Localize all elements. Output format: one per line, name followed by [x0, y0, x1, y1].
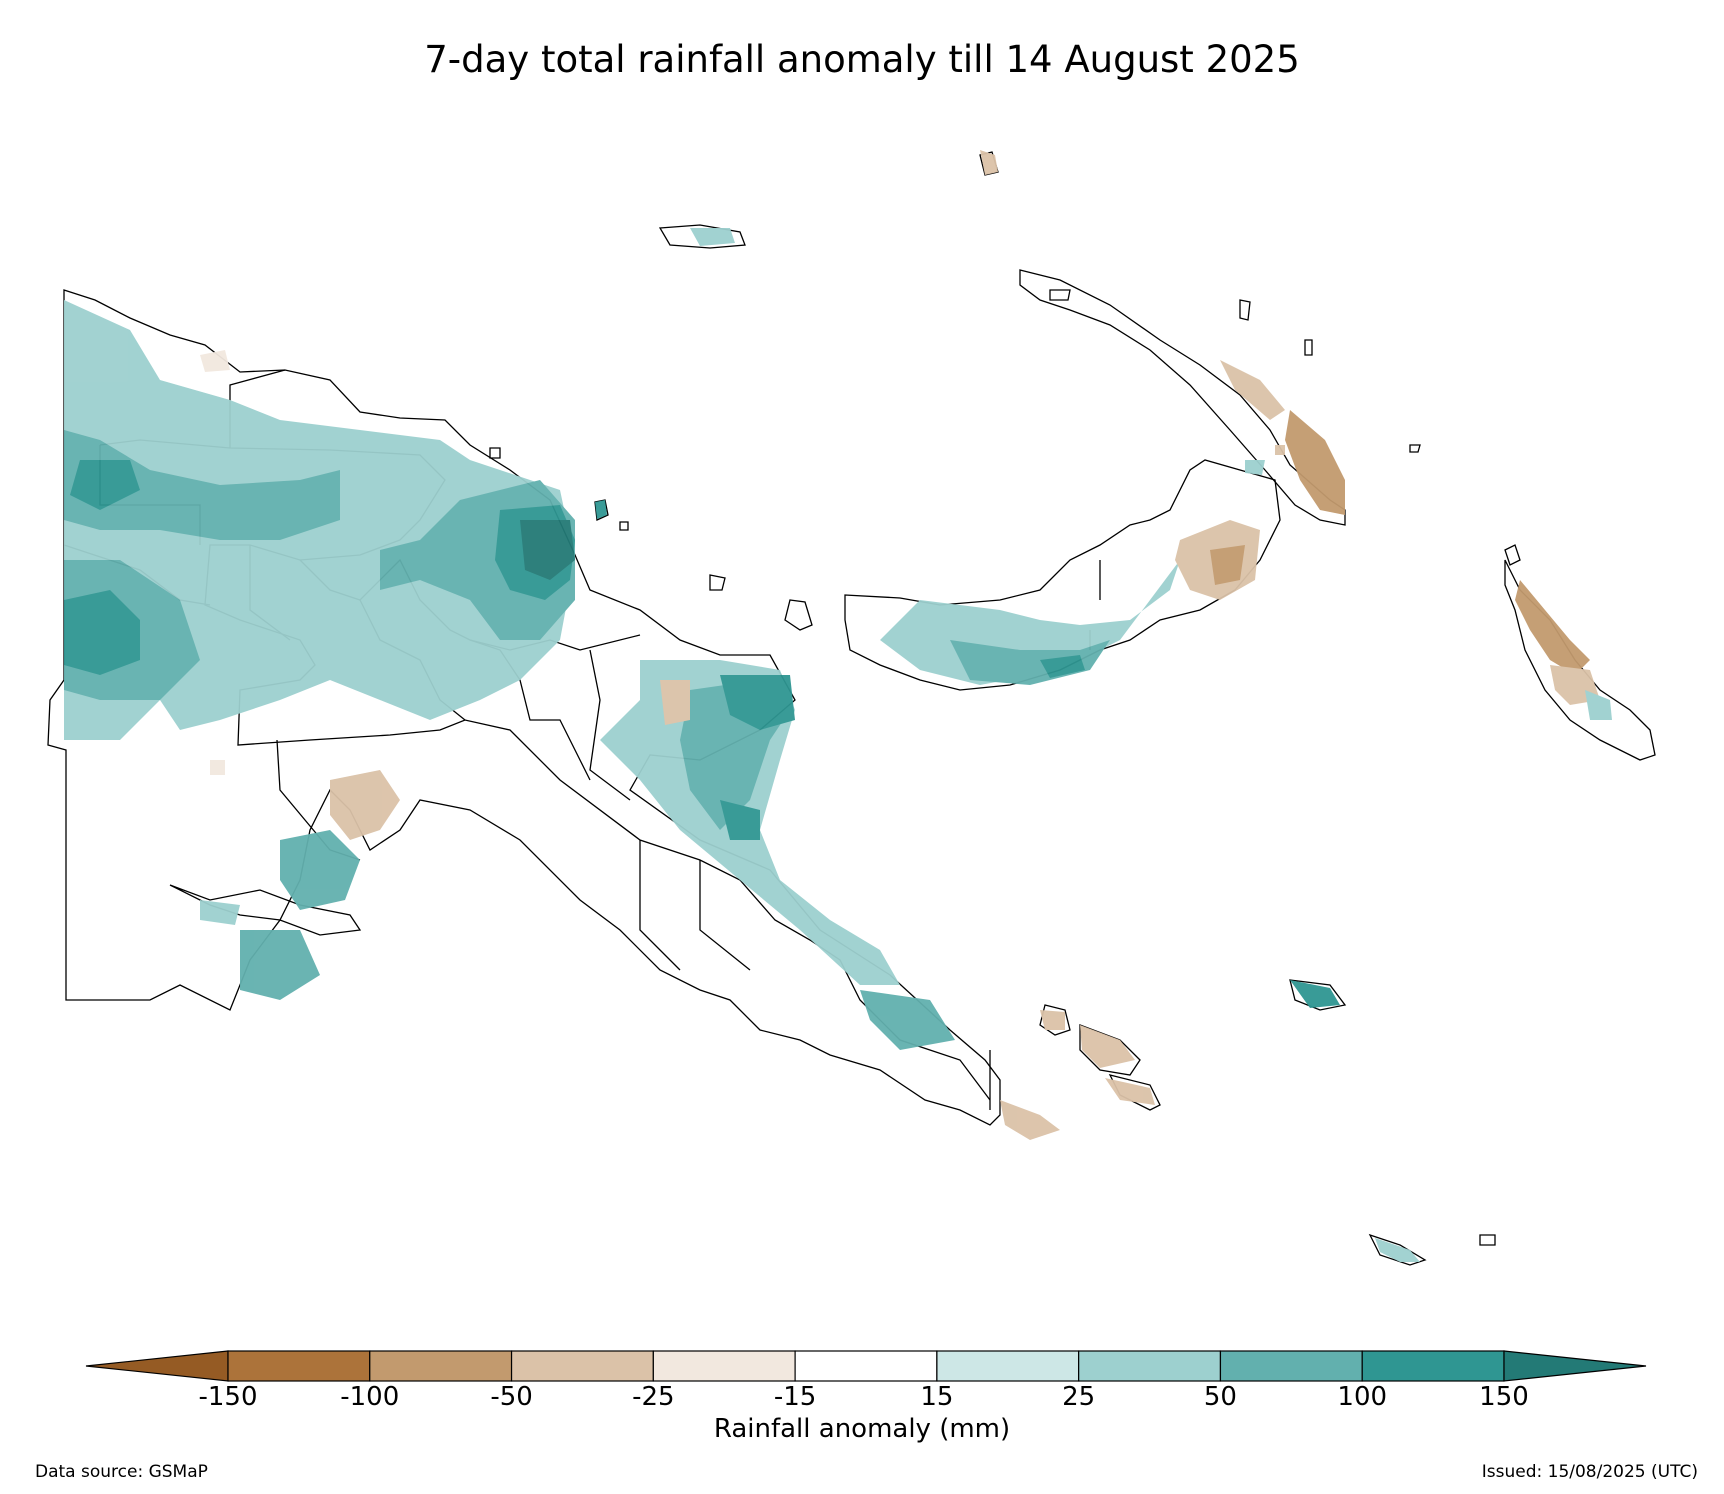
- colorbar-segment: [1361, 1350, 1505, 1382]
- issued-date: Issued: 15/08/2025 (UTC): [1481, 1462, 1698, 1482]
- anomaly-shading: [64, 150, 1612, 1262]
- colorbar-extend-high: [1503, 1350, 1647, 1382]
- colorbar-segment: [227, 1350, 371, 1382]
- colorbar-segment: [510, 1350, 654, 1382]
- colorbar-tick-label: -15: [773, 1382, 817, 1412]
- colorbar-tick-label: 25: [1062, 1382, 1096, 1412]
- milne-bay-islands: [1039, 979, 1427, 1266]
- colorbar-segment: [369, 1350, 513, 1382]
- colorbar-segment: [1078, 1350, 1222, 1382]
- colorbar-segment: [936, 1350, 1080, 1382]
- manus-outline: [658, 224, 746, 249]
- colorbar-tick-label: -50: [490, 1382, 533, 1412]
- colorbar-segment: [652, 1350, 796, 1382]
- new-ireland-outline: [1019, 269, 1346, 526]
- colorbar-tick-label: -150: [198, 1382, 258, 1412]
- colorbar-tick-label: 100: [1337, 1382, 1388, 1412]
- colorbar-segment: [794, 1350, 938, 1382]
- colorbar-tick-label: -100: [340, 1382, 400, 1412]
- colorbar-segment: [1219, 1350, 1363, 1382]
- colorbar-tick-label: 15: [920, 1382, 954, 1412]
- colorbar-label: Rainfall anomaly (mm): [713, 1414, 1011, 1444]
- map-title: 7-day total rainfall anomaly till 14 Aug…: [424, 38, 1300, 81]
- data-source: Data source: GSMaP: [35, 1462, 208, 1482]
- colorbar-tick-label: 50: [1203, 1382, 1237, 1412]
- colorbar-extend-low: [85, 1350, 229, 1382]
- colorbar-tick-label: -25: [632, 1382, 675, 1412]
- colorbar-tick-label: 150: [1479, 1382, 1529, 1412]
